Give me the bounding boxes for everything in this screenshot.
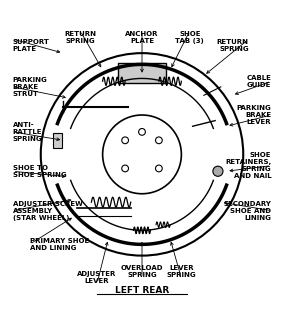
Text: RETURN
SPRING: RETURN SPRING bbox=[217, 39, 249, 52]
Text: ANCHOR
PLATE: ANCHOR PLATE bbox=[125, 31, 159, 44]
Text: PRIMARY SHOE
AND LINING: PRIMARY SHOE AND LINING bbox=[30, 238, 89, 251]
FancyBboxPatch shape bbox=[118, 63, 166, 83]
Text: SHOE
TAB (3): SHOE TAB (3) bbox=[176, 31, 204, 44]
FancyBboxPatch shape bbox=[53, 133, 62, 148]
Text: ADJUSTER
LEVER: ADJUSTER LEVER bbox=[77, 271, 117, 284]
Text: RETURN
SPRING: RETURN SPRING bbox=[64, 31, 96, 44]
Text: CABLE
GUIDE: CABLE GUIDE bbox=[247, 75, 272, 88]
Text: SHOE TO
SHOE SPRING: SHOE TO SHOE SPRING bbox=[12, 165, 66, 178]
Text: SHOE
RETAINERS,
SPRING
AND NAIL: SHOE RETAINERS, SPRING AND NAIL bbox=[225, 152, 272, 179]
Text: LEFT REAR: LEFT REAR bbox=[115, 286, 169, 295]
Text: PARKING
BRAKE
STRUT: PARKING BRAKE STRUT bbox=[12, 77, 47, 97]
Text: ADJUSTER SCREW
ASSEMBLY
(STAR WHEEL): ADJUSTER SCREW ASSEMBLY (STAR WHEEL) bbox=[12, 201, 83, 220]
Text: ANTI-
RATTLE
SPRING: ANTI- RATTLE SPRING bbox=[12, 122, 42, 142]
Text: SECONDARY
SHOE AND
LINING: SECONDARY SHOE AND LINING bbox=[224, 201, 272, 220]
Text: OVERLOAD
SPRING: OVERLOAD SPRING bbox=[121, 265, 163, 278]
Text: PARKING
BRAKE
LEVER: PARKING BRAKE LEVER bbox=[237, 105, 272, 125]
Text: LEVER
SPRING: LEVER SPRING bbox=[166, 265, 196, 278]
Circle shape bbox=[213, 166, 223, 176]
Text: SUPPORT
PLATE: SUPPORT PLATE bbox=[12, 39, 49, 52]
